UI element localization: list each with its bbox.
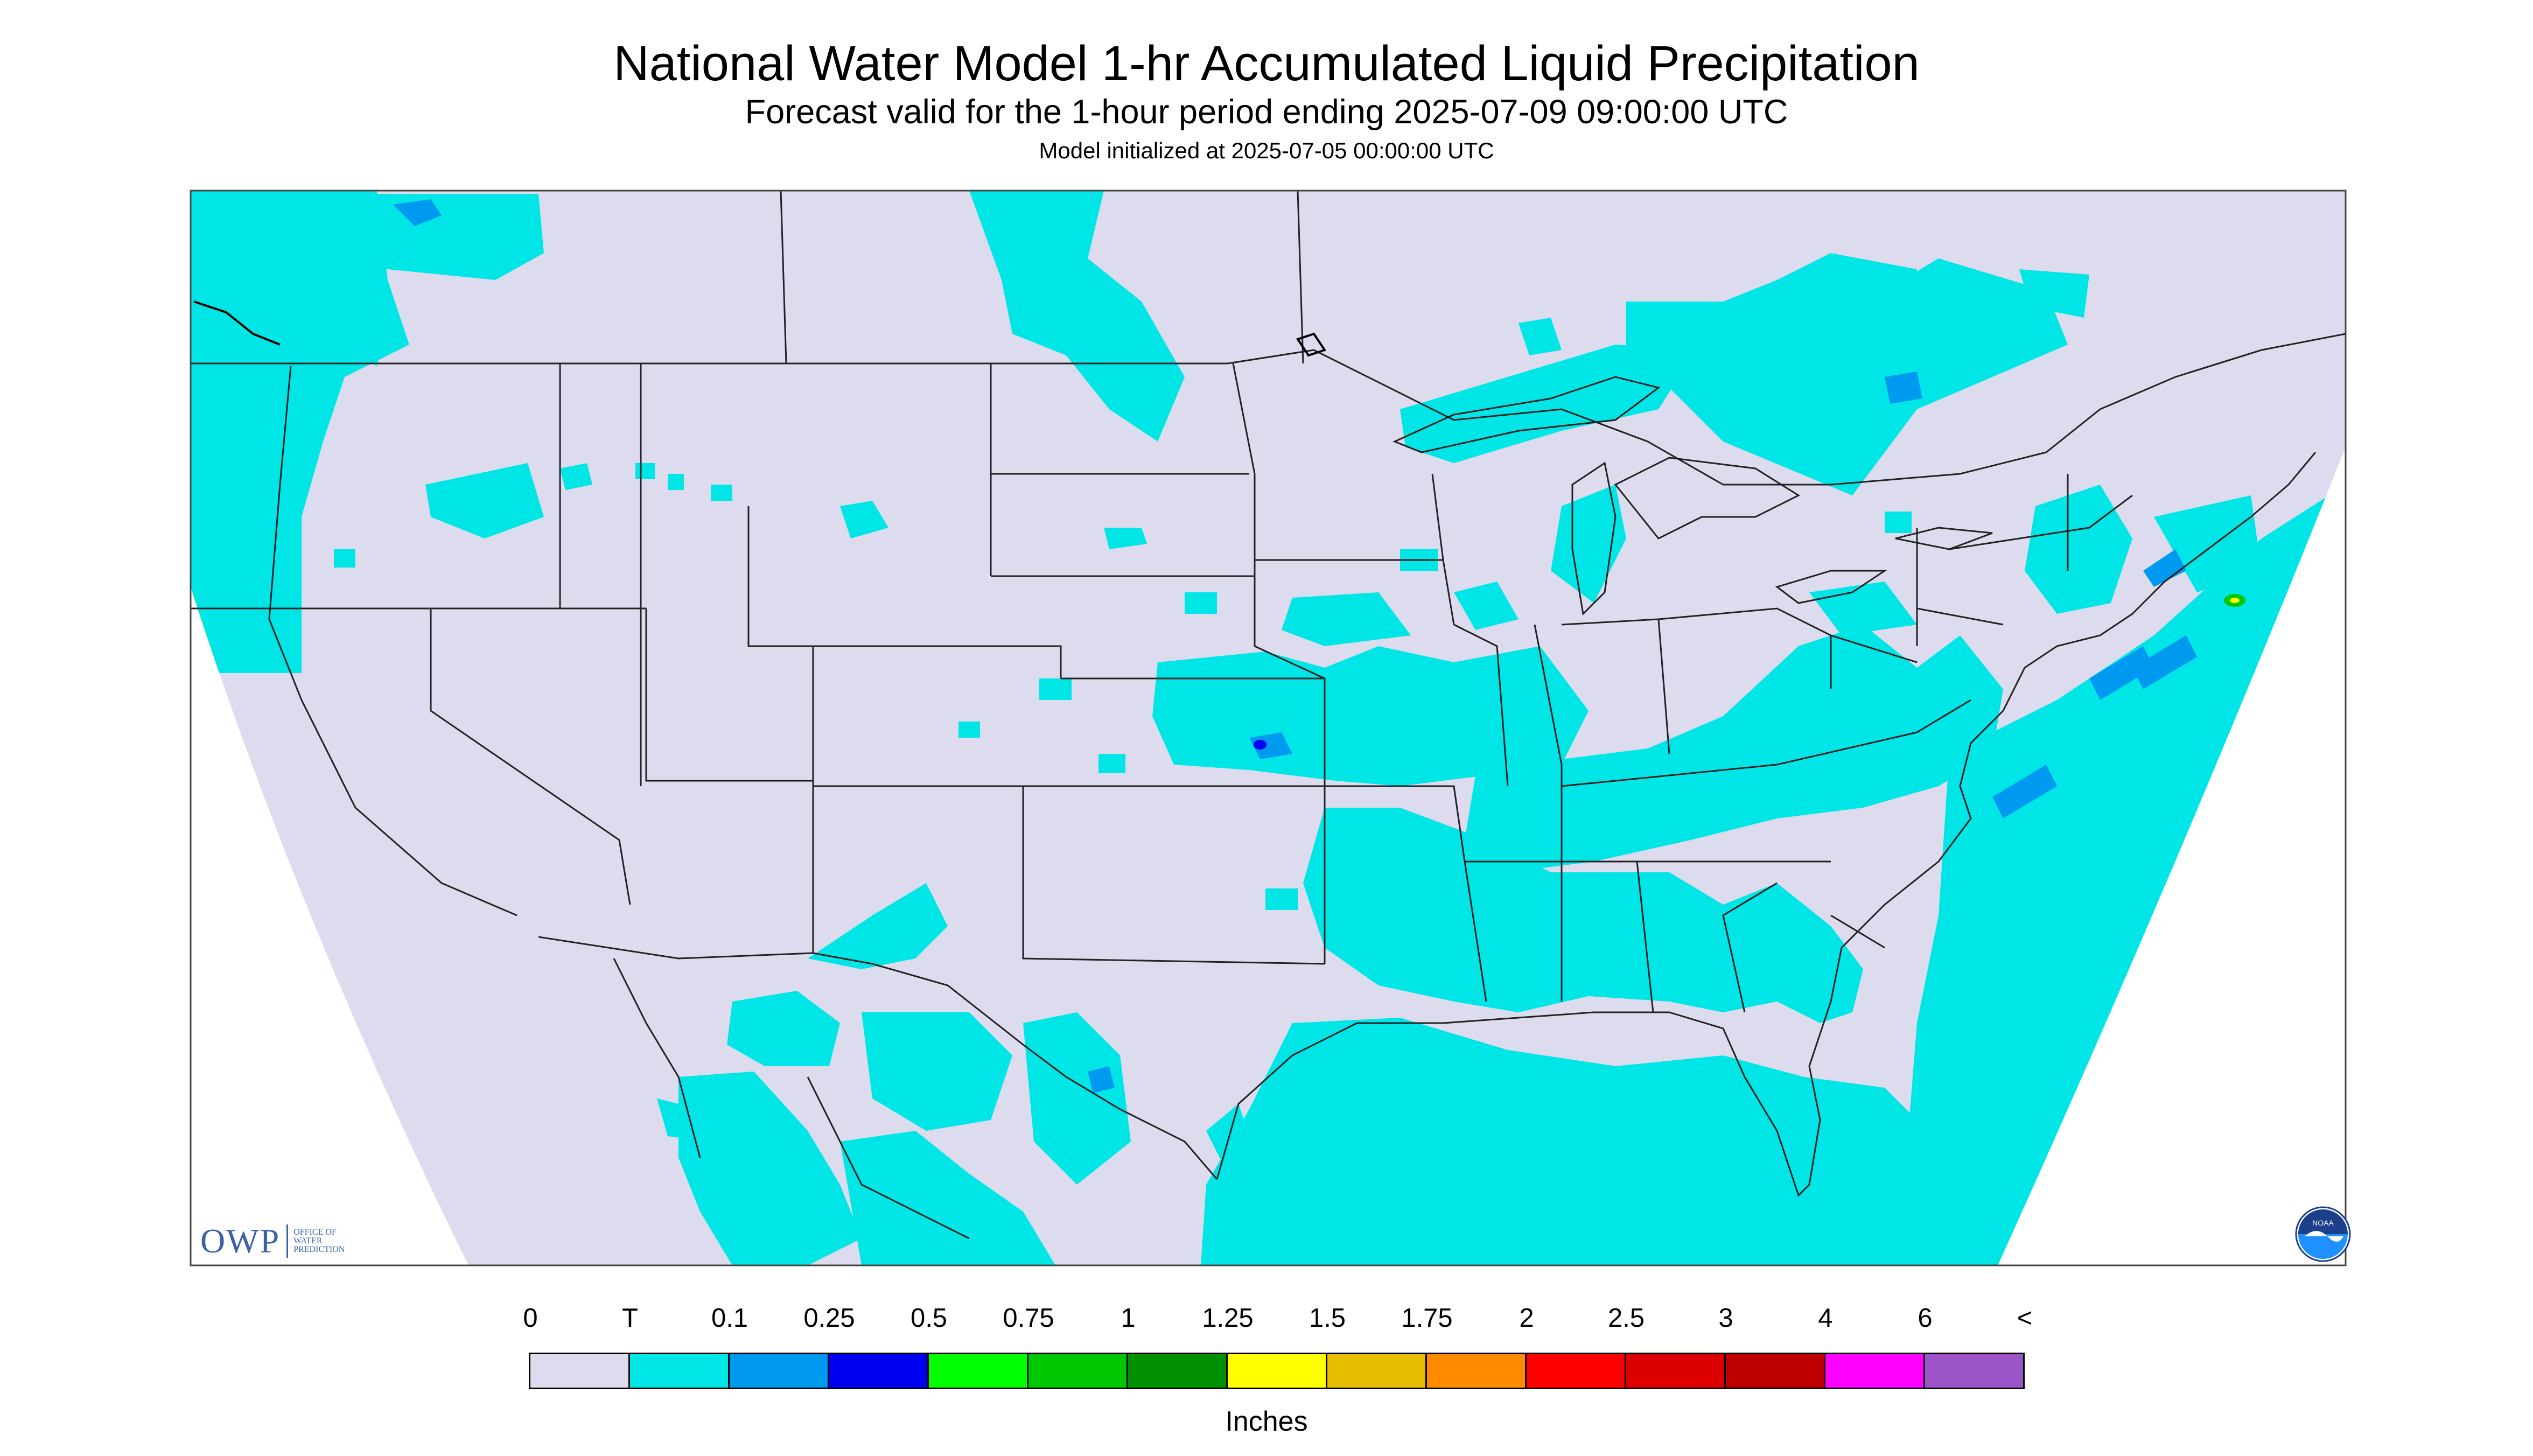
legend-swatch xyxy=(1327,1354,1427,1388)
legend-swatch xyxy=(1626,1354,1726,1388)
owp-logo-divider xyxy=(286,1224,289,1258)
legend-tick-label: 2.5 xyxy=(1607,1304,1645,1333)
legend-tick-label: 0.25 xyxy=(803,1304,855,1333)
legend-tick-label: 1 xyxy=(1121,1304,1136,1333)
page-subtitle: Forecast valid for the 1-hour period end… xyxy=(745,93,1788,131)
legend-colorbar xyxy=(529,1353,2025,1389)
legend-swatch xyxy=(1128,1354,1228,1388)
svg-text:NOAA: NOAA xyxy=(2312,1219,2334,1227)
model-init-note: Model initialized at 2025-07-05 00:00:00… xyxy=(1039,138,1494,163)
legend-tick-labels: 0 T 0.1 0.25 0.5 0.75 1 1.25 1.5 1.75 2 2.5 3 4 6 < xyxy=(0,1303,2533,1341)
moderate-precip-cells xyxy=(1254,740,1266,750)
owp-logo-line-1: OFFICE OF xyxy=(293,1228,337,1237)
legend-swatch xyxy=(1925,1354,2023,1388)
legend-swatch xyxy=(630,1354,730,1388)
owp-logo-abbr: OWP xyxy=(200,1222,281,1260)
owp-logo: OWP OFFICE OF WATER PREDICTION xyxy=(200,1221,345,1261)
legend-swatch xyxy=(1427,1354,1527,1388)
legend-unit-label: Inches xyxy=(1225,1406,1308,1437)
owp-logo-line-3: PREDICTION xyxy=(293,1245,345,1254)
heavy-precip-cell xyxy=(2224,594,2245,607)
legend-swatch xyxy=(1527,1354,1626,1388)
legend-tick-label: 0.5 xyxy=(910,1304,948,1333)
legend-tick-label: < xyxy=(2017,1304,2033,1333)
noaa-logo: NOAA xyxy=(2295,1206,2351,1262)
legend-swatch xyxy=(1228,1354,1327,1388)
boundaries xyxy=(191,191,2346,1240)
owp-logo-text: OFFICE OF WATER PREDICTION xyxy=(293,1228,345,1254)
legend-tick-label: 1.25 xyxy=(1202,1304,1254,1333)
legend-swatch xyxy=(730,1354,829,1388)
owp-logo-line-2: WATER xyxy=(293,1236,323,1245)
legend-swatch xyxy=(1028,1354,1128,1388)
legend-tick-label: 1.75 xyxy=(1401,1304,1453,1333)
legend-tick-label: 6 xyxy=(1918,1304,1933,1333)
legend-swatch xyxy=(530,1354,630,1388)
light-precip-cells xyxy=(393,199,2197,1093)
legend-tick-label: 0.75 xyxy=(1003,1304,1054,1333)
page-title: National Water Model 1-hr Accumulated Li… xyxy=(613,36,1920,91)
legend-tick-label: 1.5 xyxy=(1309,1304,1346,1333)
legend-tick-label: 0.1 xyxy=(711,1304,748,1333)
legend-tick-label: 2 xyxy=(1519,1304,1534,1333)
legend-tick-label: 4 xyxy=(1818,1304,1833,1333)
legend-swatch xyxy=(829,1354,929,1388)
legend-swatch xyxy=(1825,1354,1925,1388)
legend-swatch xyxy=(1726,1354,1825,1388)
legend-tick-label: T xyxy=(622,1304,638,1333)
legend-tick-label: 0 xyxy=(523,1304,538,1333)
legend-swatch xyxy=(929,1354,1028,1388)
legend-tick-label: 3 xyxy=(1718,1304,1733,1333)
